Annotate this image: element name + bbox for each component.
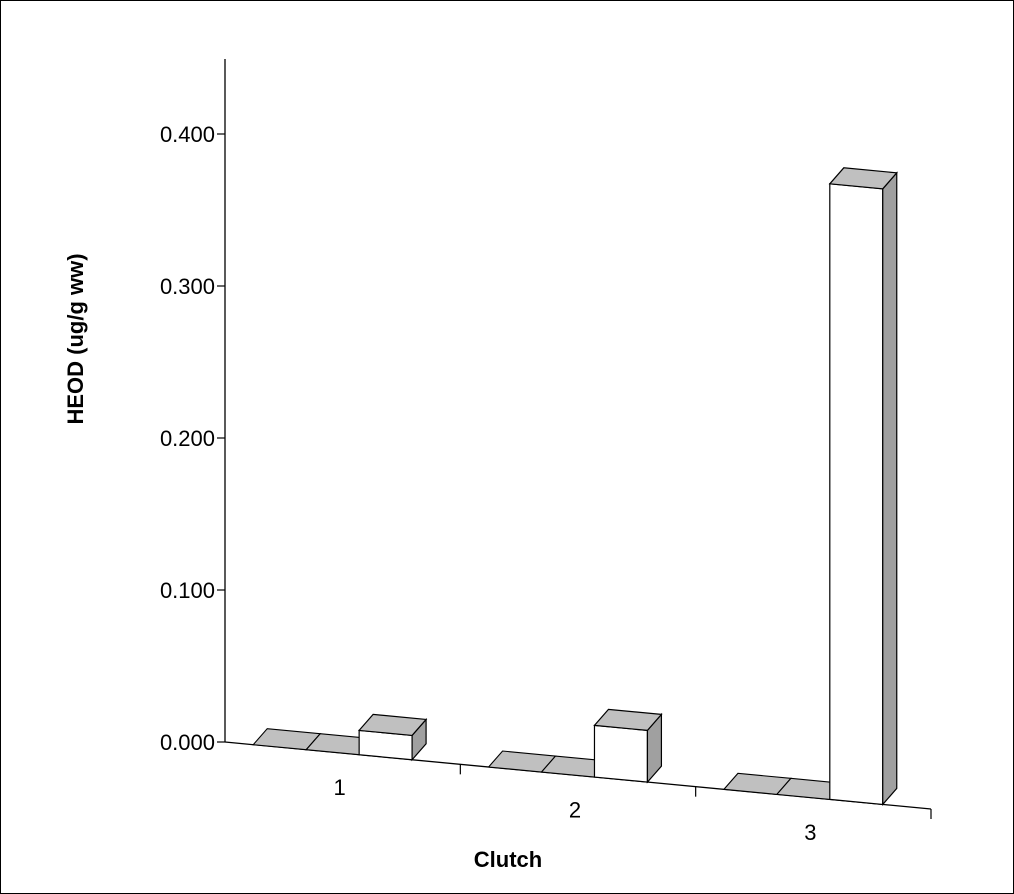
bar-top [593, 708, 663, 732]
bar [593, 708, 663, 784]
y-axis-title: HEOD (ug/g ww) [63, 253, 88, 424]
bar-side [882, 171, 898, 807]
bar-top [357, 713, 428, 737]
x-ticks: 1 2 3 [334, 764, 932, 845]
x-tick-label: 3 [804, 820, 816, 845]
bar-front [593, 724, 649, 783]
bars [252, 167, 898, 807]
y-tick-label: 0.300 [160, 274, 215, 299]
y-tick-label: 0.200 [160, 426, 215, 451]
bar [828, 167, 898, 807]
x-tick-label: 2 [569, 798, 581, 823]
y-tick-label: 0.100 [160, 578, 215, 603]
axes [224, 59, 932, 810]
bar [357, 713, 428, 762]
x-axis-title: Clutch [474, 847, 542, 872]
x-tick-label: 1 [334, 775, 346, 800]
y-tick-label: 0.400 [160, 122, 215, 147]
bar-front [829, 183, 884, 806]
y-ticks: 0.000 0.100 0.200 0.300 0.400 [160, 122, 225, 755]
y-tick-label: 0.000 [160, 730, 215, 755]
bar-top [828, 167, 898, 190]
